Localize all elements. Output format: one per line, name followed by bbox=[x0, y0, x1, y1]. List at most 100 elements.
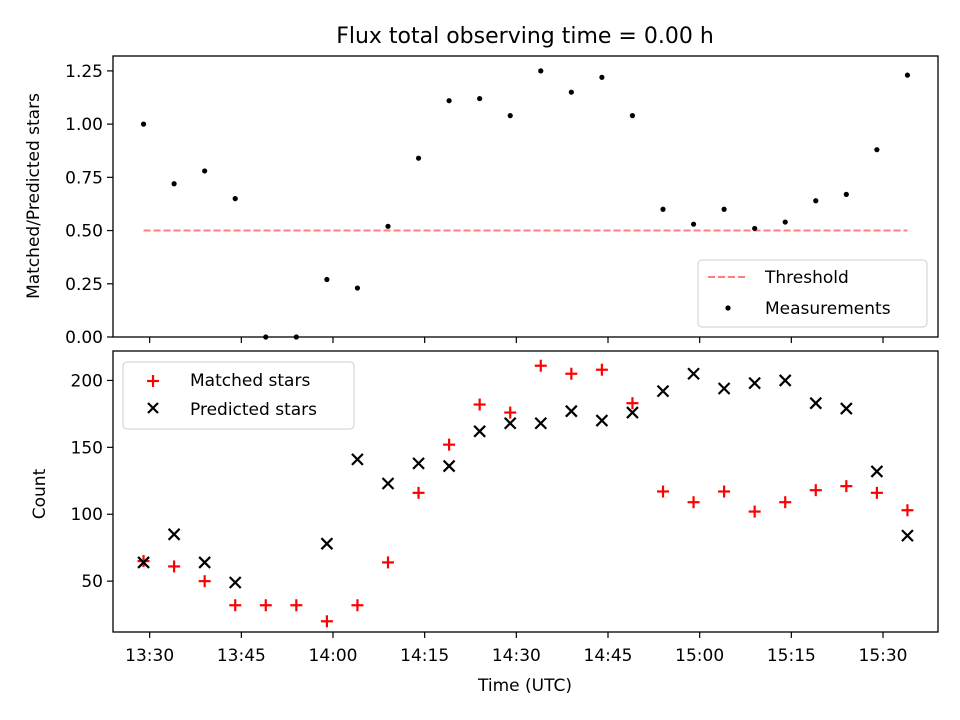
ratio-x-ticks bbox=[149, 337, 884, 343]
predicted-star-b bbox=[687, 367, 700, 381]
predicted-star-point bbox=[351, 453, 364, 466]
matched-star-point bbox=[443, 438, 456, 451]
matched-star-point bbox=[565, 367, 578, 380]
matched-star-point bbox=[473, 398, 486, 411]
ratio-y-ticks: 0.00 0.25 0.50 0.75 1.00 1.25 bbox=[65, 62, 113, 348]
ratio-y-tick-label: 1.00 bbox=[65, 115, 103, 135]
predicted-star-b bbox=[901, 529, 914, 542]
predicted-star-point bbox=[748, 376, 761, 390]
matched-star-point bbox=[229, 599, 242, 612]
measurement-point bbox=[293, 334, 299, 340]
measurement-point bbox=[385, 223, 391, 229]
matched-star-point bbox=[809, 484, 822, 497]
predicted-star-point bbox=[656, 384, 670, 398]
predicted-star-point bbox=[840, 402, 853, 415]
measurement-point bbox=[904, 72, 911, 78]
predicted-star-point bbox=[442, 459, 456, 473]
predicted-star-point bbox=[534, 416, 548, 430]
measurement-point bbox=[477, 95, 483, 102]
predicted-star-b bbox=[137, 556, 150, 569]
predicted-star-point bbox=[137, 556, 150, 569]
ratio-plot: Flux total observing time = 0.00 h Match… bbox=[24, 24, 939, 348]
count-y-tick-label: 150 bbox=[71, 438, 103, 458]
count-y-ticks: 50 100 150 200 bbox=[71, 371, 113, 592]
measurement-point bbox=[232, 196, 238, 202]
predicted-star-point bbox=[167, 528, 181, 541]
predicted-star-b bbox=[198, 556, 211, 569]
predicted-star-b bbox=[534, 416, 548, 430]
count-x-tick-label: 13:30 bbox=[125, 646, 174, 666]
predicted-star-b bbox=[351, 453, 364, 466]
predicted-star-b bbox=[595, 414, 609, 427]
predicted-star-b bbox=[473, 425, 486, 438]
legend-matched-label: Matched stars bbox=[190, 371, 310, 391]
count-x-axis-label: Time (UTC) bbox=[477, 676, 572, 696]
measurement-point bbox=[507, 113, 513, 119]
predicted-star-b bbox=[167, 528, 181, 541]
predicted-star-b bbox=[412, 457, 425, 470]
predicted-star-b bbox=[228, 576, 242, 589]
legend-matched-swatch bbox=[147, 375, 159, 387]
measurement-point bbox=[568, 89, 574, 95]
measurement-point bbox=[354, 285, 361, 291]
count-x-tick-label: 14:00 bbox=[309, 646, 358, 666]
count-y-tick-label: 100 bbox=[71, 505, 103, 525]
predicted-star-point bbox=[595, 414, 609, 427]
legend-predicted-swatch bbox=[147, 402, 159, 414]
count-x-tick-label: 15:00 bbox=[675, 646, 724, 666]
count-legend: Matched stars Predicted stars bbox=[122, 361, 355, 430]
predicted-star-b bbox=[656, 384, 670, 398]
count-x-tick-label: 13:45 bbox=[217, 646, 266, 666]
measurement-point bbox=[721, 206, 727, 212]
predicted-star-point bbox=[565, 404, 578, 418]
predicted-star-b bbox=[778, 374, 792, 387]
ratio-marks bbox=[140, 68, 911, 340]
measurement-point bbox=[874, 147, 880, 153]
measurement-point bbox=[752, 225, 758, 232]
matched-star-point bbox=[626, 397, 639, 410]
matched-star-point bbox=[748, 505, 761, 518]
measurement-point bbox=[782, 219, 788, 225]
matched-star-point bbox=[412, 486, 425, 499]
ratio-plot-frame bbox=[112, 55, 939, 338]
matched-star-point bbox=[595, 363, 608, 376]
predicted-star-point bbox=[381, 477, 395, 490]
matched-star-point bbox=[840, 480, 853, 493]
predicted-star-point bbox=[412, 457, 425, 470]
predicted-star-point bbox=[228, 576, 242, 589]
count-marks bbox=[137, 359, 914, 628]
measurement-point bbox=[446, 98, 452, 104]
ratio-y-tick-label: 0.50 bbox=[65, 222, 103, 242]
matched-star-point bbox=[290, 599, 303, 612]
count-x-tick-label: 15:30 bbox=[859, 646, 908, 666]
measurement-point bbox=[599, 74, 605, 80]
predicted-star-b bbox=[381, 477, 395, 490]
measurement-point bbox=[324, 276, 330, 283]
ratio-legend-box bbox=[697, 259, 928, 328]
predicted-star-point bbox=[503, 416, 517, 430]
predicted-star-point bbox=[809, 396, 823, 410]
predicted-star-point bbox=[901, 529, 914, 542]
predicted-star-b bbox=[320, 537, 334, 550]
matched-star-point bbox=[779, 496, 792, 509]
measurement-point bbox=[629, 113, 636, 119]
ratio-y-tick-label: 0.00 bbox=[65, 328, 103, 348]
measurement-point bbox=[843, 191, 849, 197]
measurement-point bbox=[140, 121, 147, 127]
predicted-star-point bbox=[320, 537, 334, 550]
legend-measurements-label: Measurements bbox=[765, 299, 891, 319]
count-plot-frame bbox=[112, 350, 939, 633]
predicted-star-b bbox=[840, 402, 853, 415]
measurement-point bbox=[690, 221, 697, 227]
predicted-star-point bbox=[870, 465, 884, 478]
matched-star-point bbox=[657, 485, 669, 498]
measurement-point bbox=[171, 181, 177, 187]
ratio-y-tick-label: 0.25 bbox=[65, 275, 103, 295]
measurement-point bbox=[660, 206, 666, 212]
predicted-star-point bbox=[717, 382, 731, 395]
matched-star-point bbox=[198, 575, 211, 588]
predicted-star-b bbox=[442, 459, 456, 473]
legend-measurements-swatch bbox=[725, 305, 731, 311]
